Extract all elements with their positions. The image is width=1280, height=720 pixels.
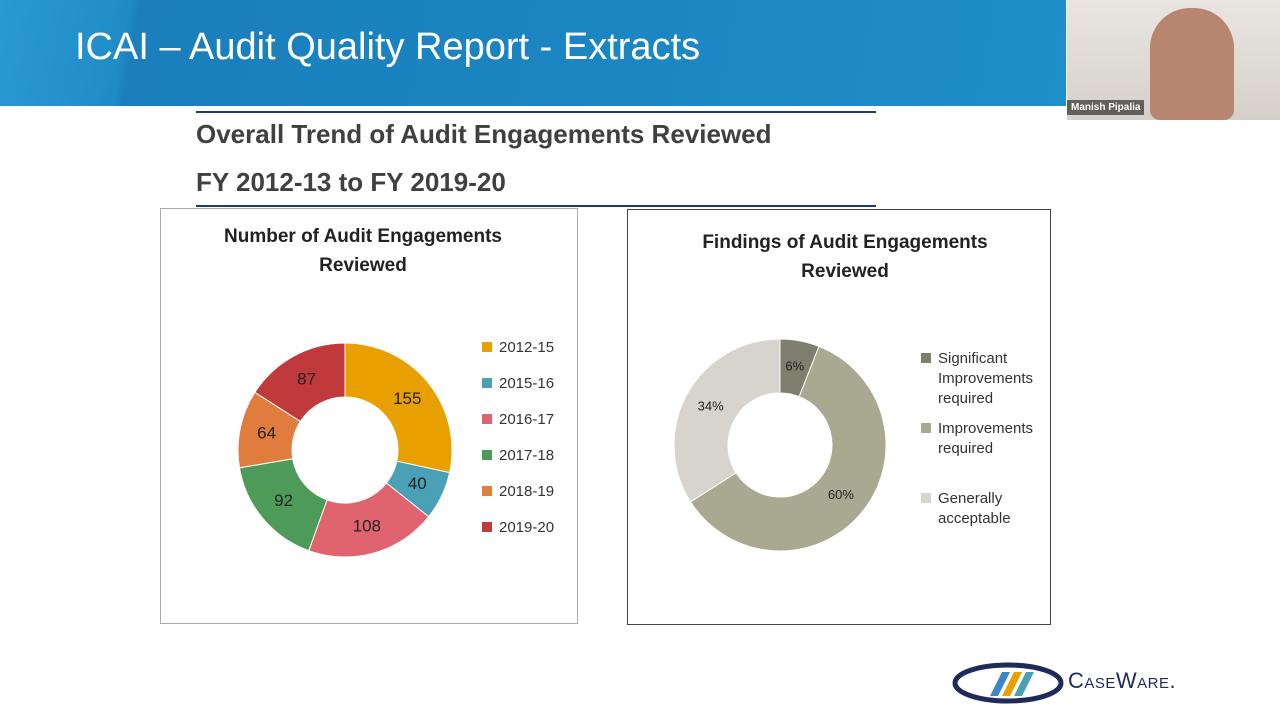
legend-swatch	[482, 378, 492, 388]
legend-item: Significant Improvements required	[921, 349, 1051, 409]
legend-item: 2012-15	[482, 338, 592, 358]
data-label: 6%	[785, 359, 804, 374]
legend-label: Generally acceptable	[938, 490, 1011, 527]
legend-item: 2015-16	[482, 374, 592, 394]
chart-title: Number of Audit Engagements Reviewed	[224, 226, 502, 276]
rule	[196, 111, 876, 113]
legend-swatch	[482, 414, 492, 424]
legend-item: Generally acceptable	[921, 489, 1051, 529]
data-label: 87	[297, 369, 316, 388]
logo-mark	[952, 662, 1064, 704]
data-label: 40	[408, 474, 427, 493]
legend-label: Improvements required	[938, 420, 1034, 457]
legend-swatch	[921, 353, 931, 363]
donut-segment	[689, 345, 887, 552]
data-label: 60%	[828, 487, 854, 502]
legend-label: 2019-20	[499, 519, 555, 536]
donut-segment	[673, 338, 781, 503]
legend-item: 2017-18	[482, 446, 592, 466]
data-label: 108	[353, 516, 381, 535]
chart-title: Findings of Audit Engagements Reviewed	[702, 232, 988, 282]
donut-segment	[344, 342, 453, 474]
legend-label: 2012-15	[499, 339, 555, 356]
data-label: 92	[274, 491, 293, 510]
data-label: 34%	[698, 398, 724, 413]
legend-item: 2018-19	[482, 482, 592, 502]
legend-item: 2016-17	[482, 410, 592, 430]
legend-label: Significant Improvements required	[938, 350, 1034, 407]
donut-segment	[254, 342, 346, 423]
data-label: 155	[393, 389, 421, 408]
legend-item: 2019-20	[482, 518, 592, 538]
legend-swatch	[482, 522, 492, 532]
heading: Overall Trend of Audit Engagements Revie…	[196, 119, 772, 149]
rule	[196, 205, 876, 207]
data-label: 64	[257, 423, 276, 442]
legend-swatch	[921, 493, 931, 503]
header-bar	[0, 0, 1066, 106]
legend-label: 2018-19	[499, 483, 555, 500]
legend-label: 2017-18	[499, 447, 555, 464]
legend-label: 2016-17	[499, 411, 555, 428]
donut-segment	[308, 482, 430, 558]
heading: FY 2012-13 to FY 2019-20	[196, 167, 506, 197]
legend-swatch	[482, 450, 492, 460]
presenter-name: Manish Pipalia	[1067, 100, 1145, 115]
webcam-person	[1150, 8, 1234, 120]
legend-swatch	[482, 486, 492, 496]
legend-swatch	[482, 342, 492, 352]
logo-text: CaseWare.	[1068, 668, 1177, 693]
legend-item: Improvements required	[921, 419, 1051, 459]
legend-label: 2015-16	[499, 375, 555, 392]
legend-swatch	[921, 423, 931, 433]
slide-title: ICAI – Audit Quality Report - Extracts	[75, 26, 701, 68]
